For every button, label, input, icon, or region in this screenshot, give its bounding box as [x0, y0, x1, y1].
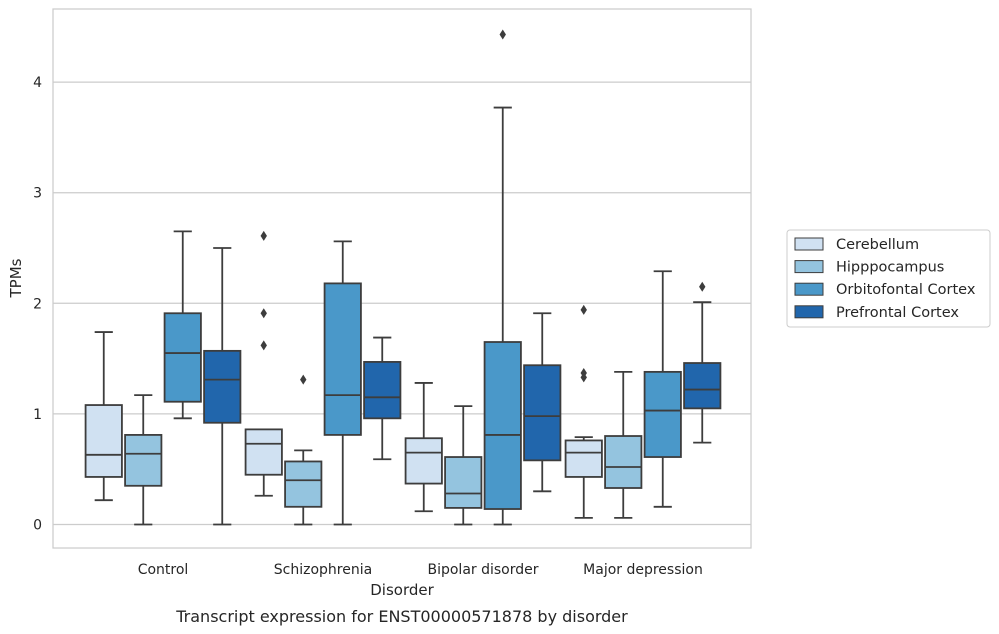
box-body — [683, 362, 722, 410]
box-3-2 — [523, 312, 562, 493]
box-1-3 — [604, 370, 643, 519]
box-2-3 — [643, 270, 682, 508]
box-body — [643, 370, 682, 458]
y-tick-label-0: 0 — [33, 518, 42, 534]
x-tick-label-0: Control — [138, 562, 189, 578]
box-0-0 — [84, 331, 123, 502]
legend-frame — [786, 229, 991, 328]
box-body — [323, 282, 362, 436]
plot-area-frame — [52, 8, 752, 549]
box-body — [363, 361, 402, 420]
x-tick-label-3: Major depression — [583, 562, 703, 578]
legend: Cerebellum Hipppocampus Orbitofontal Corte… — [786, 229, 991, 328]
x-axis-title: Disorder — [370, 581, 434, 599]
box-body — [604, 435, 643, 489]
box-body — [124, 434, 163, 487]
outlier-point-0 — [699, 281, 706, 292]
box-body — [284, 460, 323, 508]
legend-label-2: Orbitofontal Cortex — [836, 282, 976, 298]
box-0-2 — [404, 382, 443, 513]
y-tick-label-2: 2 — [33, 296, 42, 312]
chart-caption: Transcript expression for ENST0000057187… — [175, 607, 628, 626]
outlier-point-1 — [580, 367, 587, 378]
outlier-point-0 — [300, 374, 307, 385]
x-tick-label-1: Schizophrenia — [274, 562, 372, 578]
outlier-point-0 — [499, 29, 506, 40]
y-tick-label-3: 3 — [33, 186, 42, 202]
legend-label-0: Cerebellum — [836, 237, 919, 253]
y-axis-ticks: 0 1 2 3 4 — [33, 75, 42, 533]
boxes — [84, 29, 722, 526]
x-tick-label-2: Bipolar disorder — [427, 562, 538, 578]
box-2-1 — [323, 240, 362, 526]
legend-label-1: Hipppocampus — [836, 260, 944, 276]
outlier-point-2 — [260, 230, 267, 241]
box-2-2 — [483, 29, 522, 526]
legend-swatch-1 — [794, 260, 824, 274]
box-1-1 — [284, 374, 323, 526]
box-body — [523, 364, 562, 462]
y-axis-title: TPMs — [7, 258, 25, 298]
box-3-1 — [363, 336, 402, 461]
outlier-point-0 — [260, 340, 267, 351]
box-0-3 — [564, 304, 603, 519]
legend-swatch-3 — [794, 305, 824, 319]
legend-label-3: Prefrontal Cortex — [836, 305, 959, 321]
box-1-0 — [124, 394, 163, 526]
box-body — [84, 404, 123, 478]
box-2-0 — [163, 230, 202, 420]
outlier-point-1 — [260, 308, 267, 319]
legend-swatch-0 — [794, 237, 824, 251]
legend-swatch-2 — [794, 282, 824, 296]
outlier-point-2 — [580, 304, 587, 315]
x-axis-ticks: Control Schizophrenia Bipolar disorder Majo… — [138, 562, 703, 578]
box-body — [244, 428, 283, 476]
box-3-0 — [203, 247, 242, 526]
box-0-1 — [244, 230, 283, 497]
box-body — [483, 341, 522, 510]
grid-lines — [53, 81, 751, 526]
y-tick-label-4: 4 — [33, 75, 42, 91]
box-body — [163, 312, 202, 403]
box-body — [444, 456, 483, 509]
y-tick-label-1: 1 — [33, 407, 42, 423]
box-body — [564, 439, 603, 478]
box-body — [203, 349, 242, 424]
box-body — [404, 437, 443, 485]
box-1-2 — [444, 405, 483, 526]
box-3-3 — [683, 281, 722, 444]
